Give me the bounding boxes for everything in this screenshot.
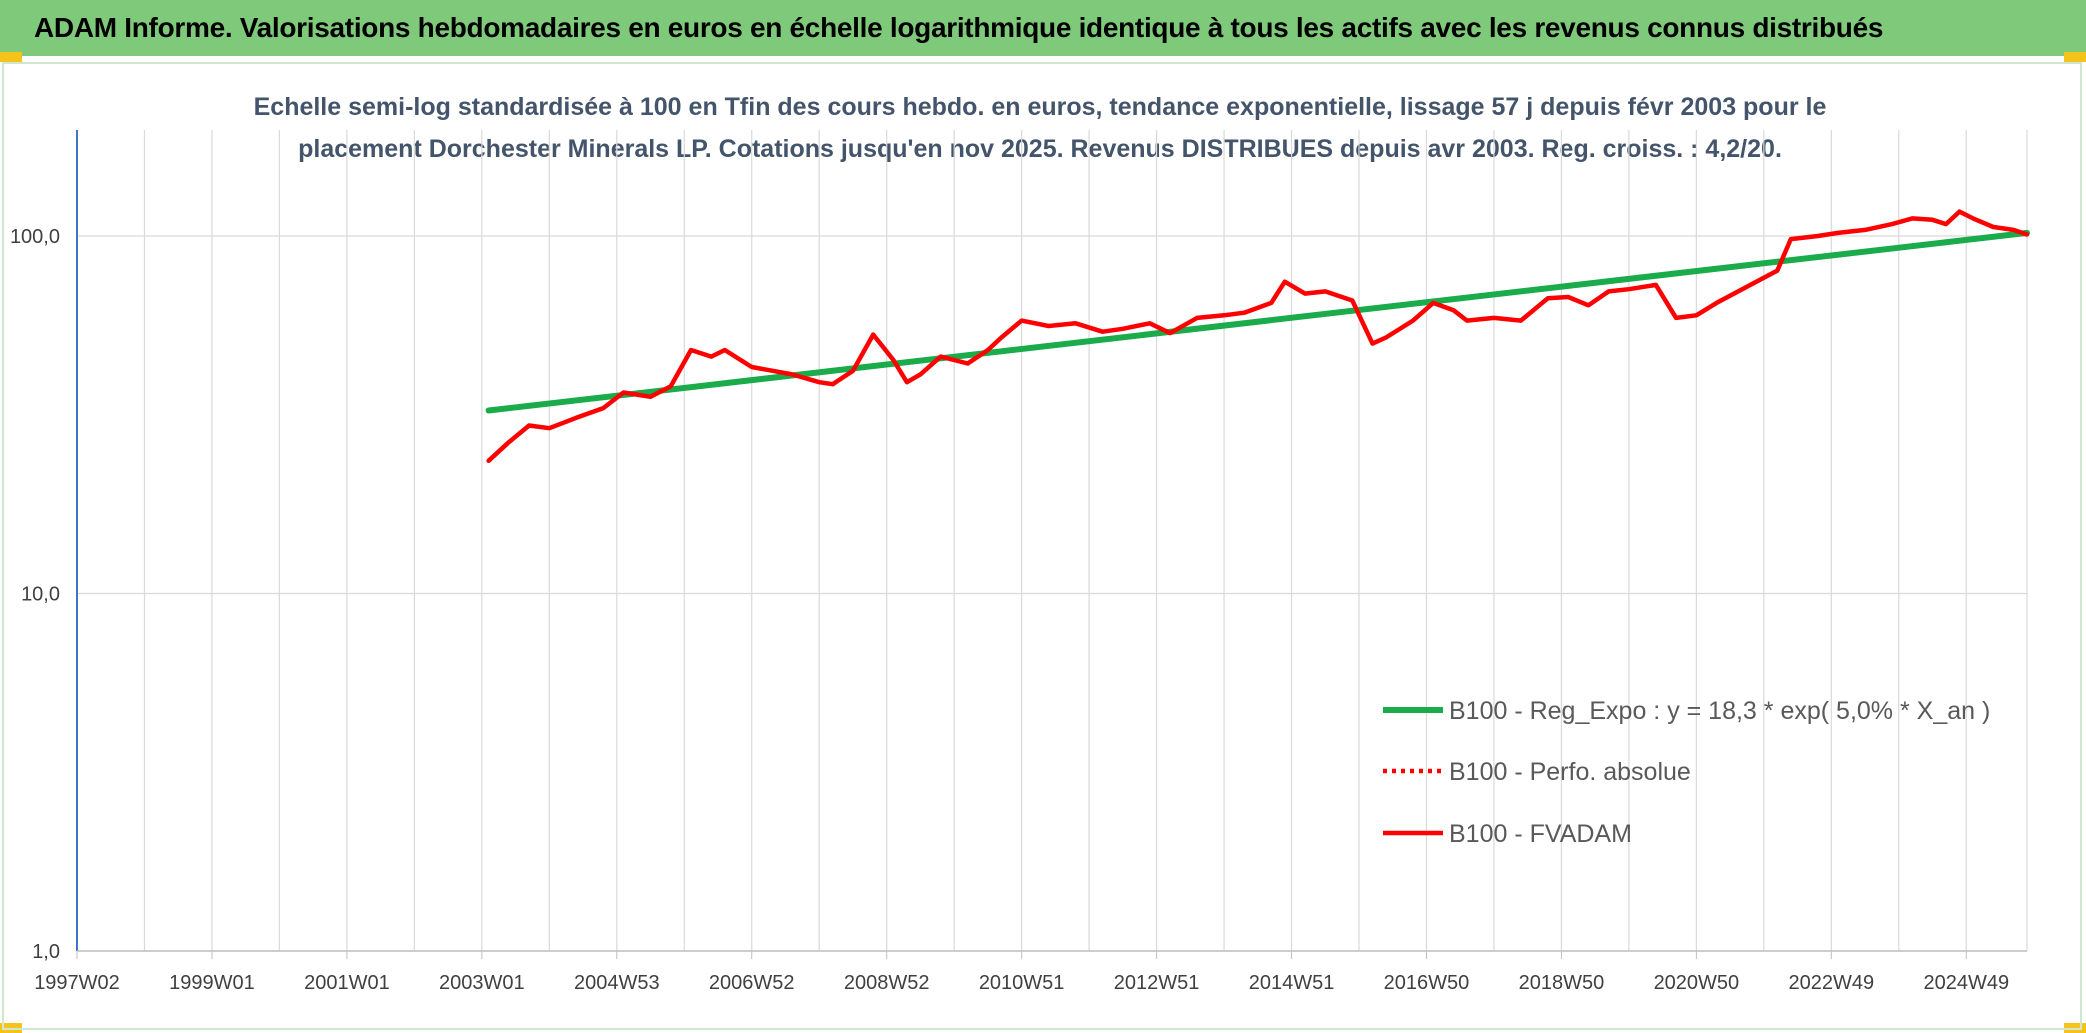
x-tick-label: 2010W51 (979, 972, 1065, 994)
x-gridlines (76, 130, 2028, 951)
x-tick-label: 2006W52 (709, 972, 795, 994)
x-tick-label: 2014W51 (1249, 972, 1335, 994)
chart-frame (2, 62, 2082, 1030)
series-layer (485, 209, 2030, 464)
corner-marker (0, 52, 22, 62)
series-fvadam (486, 209, 2030, 464)
x-tick-label: 2020W50 (1654, 972, 1740, 994)
legend-label-perfo-absolue: B100 - Perfo. absolue (1449, 758, 1691, 786)
x-tick-label: 1999W01 (169, 972, 255, 994)
y-tick-label: 100,0 (10, 226, 60, 248)
x-tick-label: 2003W01 (439, 972, 525, 994)
y-tick-label: 1,0 (32, 941, 60, 963)
header-bar: ADAM Informe. Valorisations hebdomadaire… (0, 0, 2086, 56)
x-tick-labels: 1997W02 1999W01 2001W01 2003W01 2004W53 2006W… (34, 972, 2009, 994)
legend-item-fvadam: B100 - FVADAM (1383, 820, 1632, 848)
axes (76, 130, 2027, 959)
legend-item-reg-expo: B100 - Reg_Expo : y = 18,3 * exp( 5,0% *… (1383, 697, 1990, 725)
chart-subtitle-line-2: placement Dorchester Minerals LP. Cotati… (298, 135, 1782, 163)
x-tick-label: 2016W50 (1384, 972, 1470, 994)
corner-marker (2064, 52, 2086, 62)
x-tick-label: 2008W52 (844, 972, 930, 994)
legend: B100 - Reg_Expo : y = 18,3 * exp( 5,0% *… (1383, 697, 1990, 848)
x-tick-label: 2024W49 (1923, 972, 2009, 994)
legend-item-perfo-absolue: B100 - Perfo. absolue (1383, 758, 1691, 786)
y-tick-labels: 1,0 10,0 100,0 (10, 226, 60, 963)
page-title: ADAM Informe. Valorisations hebdomadaire… (34, 12, 1884, 43)
x-tick-label: 2018W50 (1519, 972, 1605, 994)
x-tick-label: 2022W49 (1789, 972, 1875, 994)
x-tick-label: 2001W01 (304, 972, 390, 994)
legend-label-reg-expo: B100 - Reg_Expo : y = 18,3 * exp( 5,0% *… (1449, 697, 1990, 725)
x-tick-label: 2004W53 (574, 972, 660, 994)
legend-label-fvadam: B100 - FVADAM (1449, 820, 1632, 848)
x-tick-label: 1997W02 (34, 972, 120, 994)
series-reg-expo (485, 229, 2030, 414)
x-tick-label: 2012W51 (1114, 972, 1200, 994)
y-tick-label: 10,0 (21, 584, 60, 606)
chart-subtitle-line-1: Echelle semi-log standardisée à 100 en T… (254, 93, 1827, 121)
